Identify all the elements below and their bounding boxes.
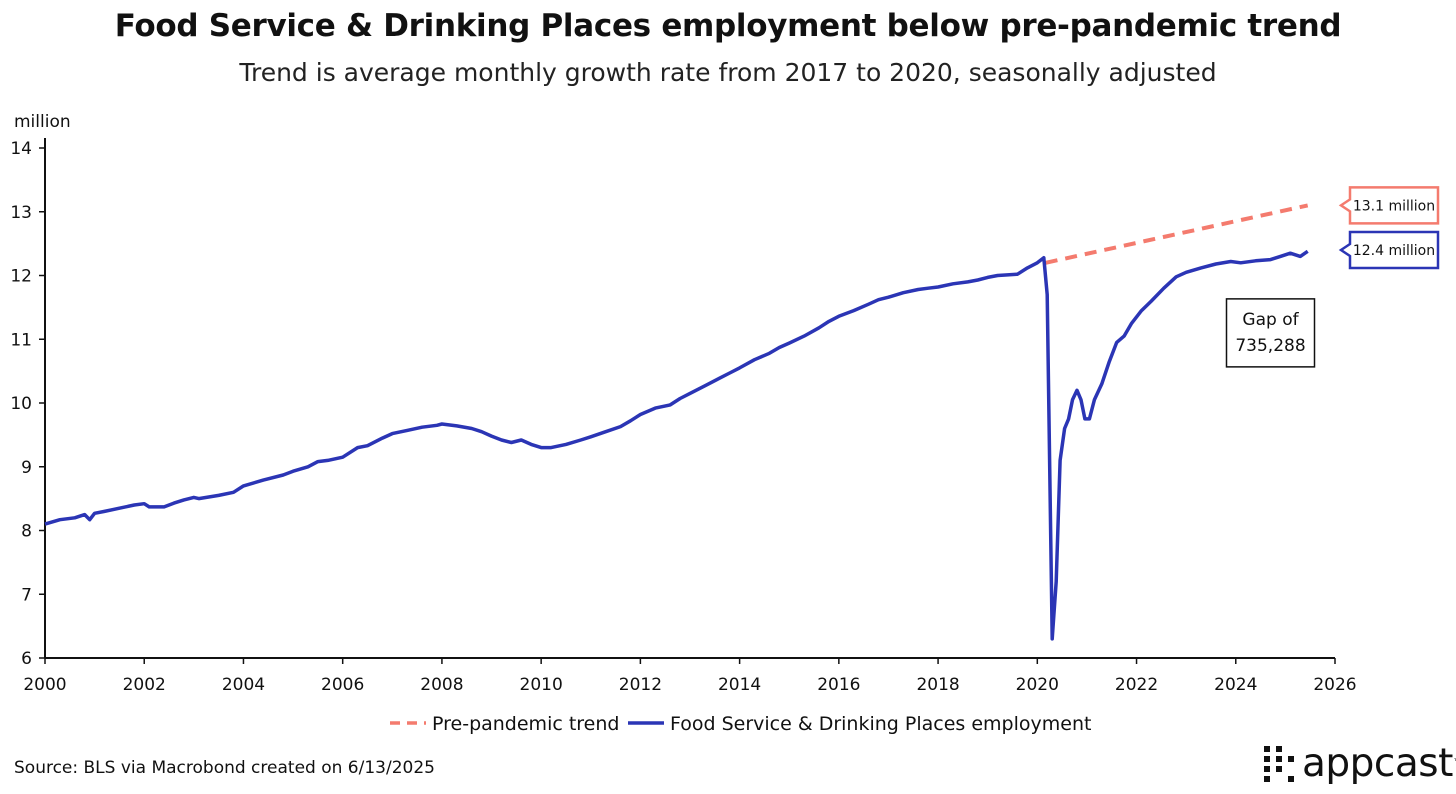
gap-annotation-box	[1225, 298, 1316, 368]
x-tick-label: 2014	[718, 675, 761, 695]
y-tick-label: 9	[21, 458, 32, 478]
x-tick-label: 2010	[520, 675, 563, 695]
x-tick-label: 2002	[123, 675, 166, 695]
end-value-label: 12.4 million	[1353, 243, 1435, 259]
y-tick-label: 10	[10, 394, 32, 414]
x-tick-label: 2008	[420, 675, 463, 695]
chart-title: Food Service & Drinking Places employmen…	[114, 8, 1342, 44]
trademark: ™	[1453, 758, 1456, 768]
trend-line	[1045, 203, 1309, 265]
x-tick-label: 2026	[1313, 675, 1356, 695]
employment-line	[44, 249, 1309, 641]
chart-subtitle: Trend is average monthly growth rate fro…	[239, 58, 1217, 87]
brand-name: appcast	[1302, 740, 1453, 786]
y-tick-label: 13	[10, 203, 32, 223]
y-axis-label: million	[14, 112, 71, 132]
appcast-logo: appcast™	[1262, 738, 1456, 788]
end-value-label: 13.1 million	[1353, 198, 1435, 214]
x-tick-label: 2022	[1115, 675, 1158, 695]
y-tick-label: 12	[10, 267, 32, 287]
x-tick-label: 2020	[1016, 675, 1059, 695]
x-tick-label: 2004	[222, 675, 265, 695]
legend-label: Food Service & Drinking Places employmen…	[670, 713, 1091, 735]
series-layer	[44, 203, 1309, 641]
x-tick-label: 2016	[817, 675, 860, 695]
end-value-callout	[1338, 230, 1440, 270]
x-tick-label: 2018	[916, 675, 959, 695]
x-tick-label: 2012	[619, 675, 662, 695]
end-value-callout	[1338, 186, 1440, 225]
y-tick-label: 8	[21, 522, 32, 542]
x-tick-label: 2000	[23, 675, 66, 695]
gap-annotation-text: Gap of	[1242, 310, 1299, 330]
legend-label: Pre-pandemic trend	[432, 713, 619, 735]
gap-annotation-text: 735,288	[1235, 336, 1305, 356]
y-tick-label: 11	[10, 330, 32, 350]
x-tick-label: 2024	[1214, 675, 1257, 695]
axes: million 6 7 8 9 10 11 12 13 14 2000 2002 2004 2006 200…	[10, 112, 1356, 695]
y-tick-label: 6	[21, 649, 32, 669]
y-tick-label: 14	[10, 139, 32, 159]
y-tick-label: 7	[21, 585, 32, 605]
annotation-layer: Gap of 735,288 13.1 million 12.4 million	[1225, 186, 1440, 368]
dot-grid-icon	[1264, 746, 1294, 782]
source-note: Source: BLS via Macrobond created on 6/1…	[14, 758, 435, 778]
x-tick-label: 2006	[321, 675, 364, 695]
legend: Pre-pandemic trend Food Service & Drinkin…	[390, 713, 1091, 735]
